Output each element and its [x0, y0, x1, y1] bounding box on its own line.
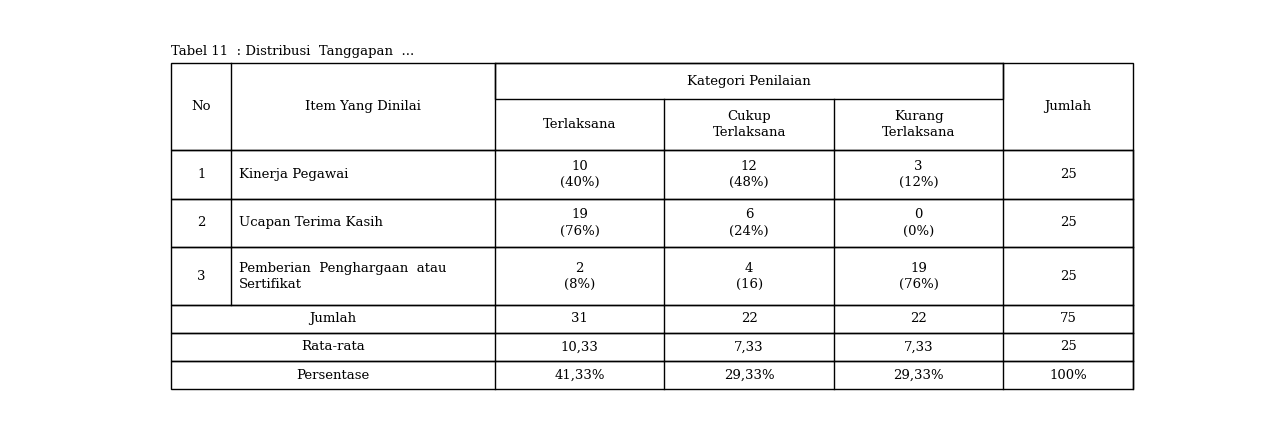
- Bar: [170, 150, 1133, 199]
- Text: Kinerja Pegawai: Kinerja Pegawai: [239, 168, 349, 181]
- Text: 4
(16): 4 (16): [735, 262, 763, 291]
- Text: 6
(24%): 6 (24%): [729, 209, 770, 238]
- Bar: [170, 199, 1133, 247]
- Text: 100%: 100%: [1049, 369, 1088, 381]
- Text: 25: 25: [1060, 269, 1076, 283]
- Text: Cukup
Terlaksana: Cukup Terlaksana: [712, 110, 786, 139]
- Text: 25: 25: [1060, 217, 1076, 229]
- Text: Kurang
Terlaksana: Kurang Terlaksana: [881, 110, 955, 139]
- Text: 22: 22: [911, 312, 927, 325]
- Text: 25: 25: [1060, 340, 1076, 354]
- Bar: [170, 305, 1133, 333]
- Bar: [170, 247, 1133, 305]
- Text: No: No: [191, 100, 211, 113]
- Text: 41,33%: 41,33%: [555, 369, 605, 381]
- Text: 7,33: 7,33: [904, 340, 934, 354]
- Text: Kategori Penilaian: Kategori Penilaian: [687, 75, 812, 88]
- Text: Item Yang Dinilai: Item Yang Dinilai: [305, 100, 421, 113]
- Text: 31: 31: [571, 312, 588, 325]
- Text: 1: 1: [197, 168, 205, 181]
- Text: 25: 25: [1060, 168, 1076, 181]
- Text: Jumlah: Jumlah: [309, 312, 356, 325]
- Text: Pemberian  Penghargaan  atau
Sertifikat: Pemberian Penghargaan atau Sertifikat: [239, 262, 446, 291]
- Bar: [170, 361, 1133, 389]
- Text: 10
(40%): 10 (40%): [560, 160, 599, 189]
- Bar: [170, 63, 1133, 150]
- Text: 3
(12%): 3 (12%): [899, 160, 939, 189]
- Text: 12
(48%): 12 (48%): [729, 160, 770, 189]
- Bar: [170, 333, 1133, 361]
- Text: 2: 2: [197, 217, 205, 229]
- Text: Rata-rata: Rata-rata: [301, 340, 365, 354]
- Text: 19
(76%): 19 (76%): [560, 209, 599, 238]
- Text: 2
(8%): 2 (8%): [563, 262, 595, 291]
- Text: Tabel 11  : Distribusi  Tanggapan  ...: Tabel 11 : Distribusi Tanggapan ...: [170, 45, 415, 58]
- Text: 75: 75: [1060, 312, 1076, 325]
- Text: 29,33%: 29,33%: [724, 369, 775, 381]
- Text: 29,33%: 29,33%: [893, 369, 944, 381]
- Text: 3: 3: [197, 269, 205, 283]
- Bar: [495, 63, 1004, 99]
- Text: Terlaksana: Terlaksana: [543, 118, 617, 131]
- Text: 22: 22: [740, 312, 758, 325]
- Text: Jumlah: Jumlah: [1044, 100, 1091, 113]
- Text: 0
(0%): 0 (0%): [903, 209, 934, 238]
- Text: 10,33: 10,33: [561, 340, 599, 354]
- Text: 19
(76%): 19 (76%): [898, 262, 939, 291]
- Text: Ucapan Terima Kasih: Ucapan Terima Kasih: [239, 217, 383, 229]
- Text: Persentase: Persentase: [296, 369, 370, 381]
- Text: 7,33: 7,33: [734, 340, 764, 354]
